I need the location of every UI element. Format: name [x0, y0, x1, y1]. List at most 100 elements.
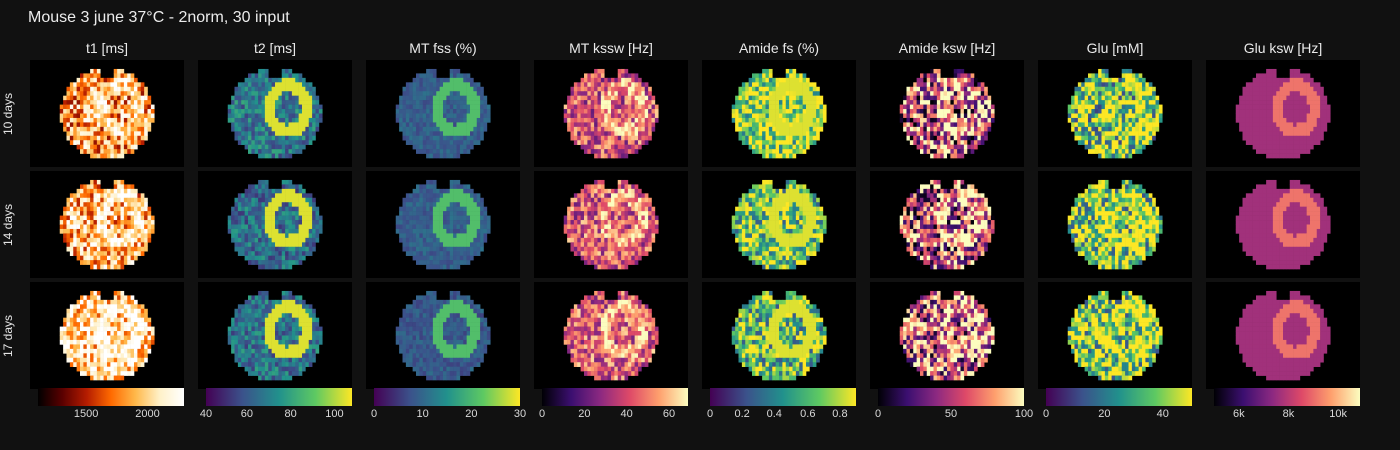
map-panel: [702, 60, 856, 167]
map-panel: [702, 171, 856, 278]
colorbar-tick-label: 100: [325, 408, 344, 420]
colorbar-ticks: 0 20 40: [1042, 408, 1192, 426]
map-panel: [30, 60, 184, 167]
colorbar-ticks: 0 10 20 30: [370, 408, 526, 426]
figure-title: Mouse 3 june 37°C - 2norm, 30 input: [28, 9, 290, 26]
colorbar-tick-label: 6k: [1233, 408, 1245, 420]
colorbar-tick-label: 20: [465, 408, 478, 420]
colorbar: [206, 388, 352, 406]
colorbar-tick-label: 0.8: [832, 408, 848, 420]
colorbar-tick-label: 0: [538, 408, 546, 420]
map-panel: [30, 171, 184, 278]
colorbar-tick-label: 20: [1098, 408, 1111, 420]
map-panel: [30, 282, 184, 389]
colorbar: [710, 388, 856, 406]
map-panel: [534, 171, 688, 278]
map-panel: [870, 171, 1024, 278]
map-image: [563, 290, 659, 381]
column-title: t1 [ms]: [85, 40, 128, 56]
colorbar-tick-label: 10k: [1329, 408, 1347, 420]
map-image: [899, 179, 995, 270]
colorbar-tick-label: 8k: [1282, 408, 1295, 420]
colorbar: [878, 388, 1024, 406]
map-panel: [366, 171, 520, 278]
map-image: [1235, 179, 1331, 270]
column-title: MT kssw [Hz]: [569, 40, 653, 56]
map-image: [395, 290, 491, 381]
row-label: 14 days: [0, 171, 18, 278]
map-panel: [1206, 282, 1360, 389]
colorbar-tick-label: 0.4: [766, 408, 782, 420]
map-panel: [198, 282, 352, 389]
map-image: [1235, 290, 1331, 381]
map-image: [1067, 68, 1163, 159]
map-panel: [1038, 171, 1192, 278]
colorbar-tick-label: 2000: [135, 408, 160, 420]
row-label-text: 14 days: [1, 203, 15, 246]
map-image: [731, 68, 827, 159]
map-panel: [1206, 171, 1360, 278]
colorbar-tick-label: 0.6: [800, 408, 816, 420]
map-panel: [534, 60, 688, 167]
colorbar-tick-label: 40: [1156, 408, 1169, 420]
map-panel: [1038, 60, 1192, 167]
colorbar-ticks: 6k 8k 10k: [1214, 408, 1360, 426]
map-panel: [1038, 282, 1192, 389]
colorbar-ticks: 0 20 40 60: [538, 408, 688, 426]
colorbar-tick-label: 60: [662, 408, 676, 420]
row-label: 17 days: [0, 282, 18, 389]
row-label: 10 days: [0, 60, 18, 167]
map-image: [899, 68, 995, 159]
map-image: [731, 179, 827, 270]
column-title: Amide fs (%): [738, 40, 820, 56]
map-panel: [366, 60, 520, 167]
map-image: [563, 179, 659, 270]
colorbar-tick-label: 80: [284, 408, 297, 420]
map-image: [59, 179, 155, 270]
colorbar-tick-label: 0: [1042, 408, 1050, 420]
map-panel: [702, 282, 856, 389]
colorbar: [1214, 388, 1360, 406]
colorbar-tick-label: 1500: [73, 408, 99, 420]
map-panel: [870, 60, 1024, 167]
colorbar-tick-label: 60: [240, 408, 253, 420]
colorbar-tick-label: 20: [578, 408, 591, 420]
column-title: MT fss (%): [409, 40, 477, 56]
colorbar-tick-label: 30: [513, 408, 527, 420]
map-panel: [870, 282, 1024, 389]
map-panel: [198, 171, 352, 278]
colorbar: [1046, 388, 1192, 406]
map-image: [1067, 290, 1163, 381]
map-image: [731, 290, 827, 381]
row-label-text: 17 days: [1, 314, 15, 357]
colorbar: [38, 388, 184, 406]
colorbar-tick-label: 0: [370, 408, 378, 420]
map-image: [59, 290, 155, 381]
map-panel: [366, 282, 520, 389]
row-label-text: 10 days: [1, 92, 15, 135]
colorbar-tick-label: 40: [620, 408, 633, 420]
colorbar-ticks: 40 60 80 100: [200, 408, 352, 426]
colorbar-tick-label: 10: [416, 408, 429, 420]
colorbar-ticks: 0 0.2 0.4 0.6 0.8: [707, 408, 856, 426]
map-image: [227, 290, 323, 381]
map-image: [563, 68, 659, 159]
colorbar: [374, 388, 520, 406]
map-image: [227, 179, 323, 270]
map-image: [227, 68, 323, 159]
colorbar-tick-label: 100: [1014, 408, 1034, 420]
map-image: [395, 179, 491, 270]
map-image: [1235, 68, 1331, 159]
map-image: [899, 290, 995, 381]
colorbar-tick-label: 40: [199, 408, 213, 420]
map-image: [395, 68, 491, 159]
colorbar-tick-label: 0.2: [734, 408, 750, 420]
map-image: [59, 68, 155, 159]
map-image: [1067, 179, 1163, 270]
colorbar-tick-label: 0: [874, 408, 882, 420]
colorbar-tick-label: 50: [944, 408, 958, 420]
colorbar-ticks: 1500 2000: [38, 408, 184, 426]
column-title: Glu ksw [Hz]: [1243, 40, 1323, 56]
column-title: t2 [ms]: [253, 40, 296, 56]
colorbar-ticks: 0 50 100: [874, 408, 1033, 426]
